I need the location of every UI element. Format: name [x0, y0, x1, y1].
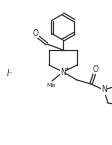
Text: N: N	[60, 68, 65, 77]
Text: Me: Me	[46, 83, 55, 88]
Text: O: O	[92, 65, 98, 74]
Text: +: +	[64, 66, 69, 70]
Text: I⁻: I⁻	[6, 68, 13, 77]
Text: O: O	[33, 29, 39, 38]
Text: N: N	[100, 86, 106, 95]
